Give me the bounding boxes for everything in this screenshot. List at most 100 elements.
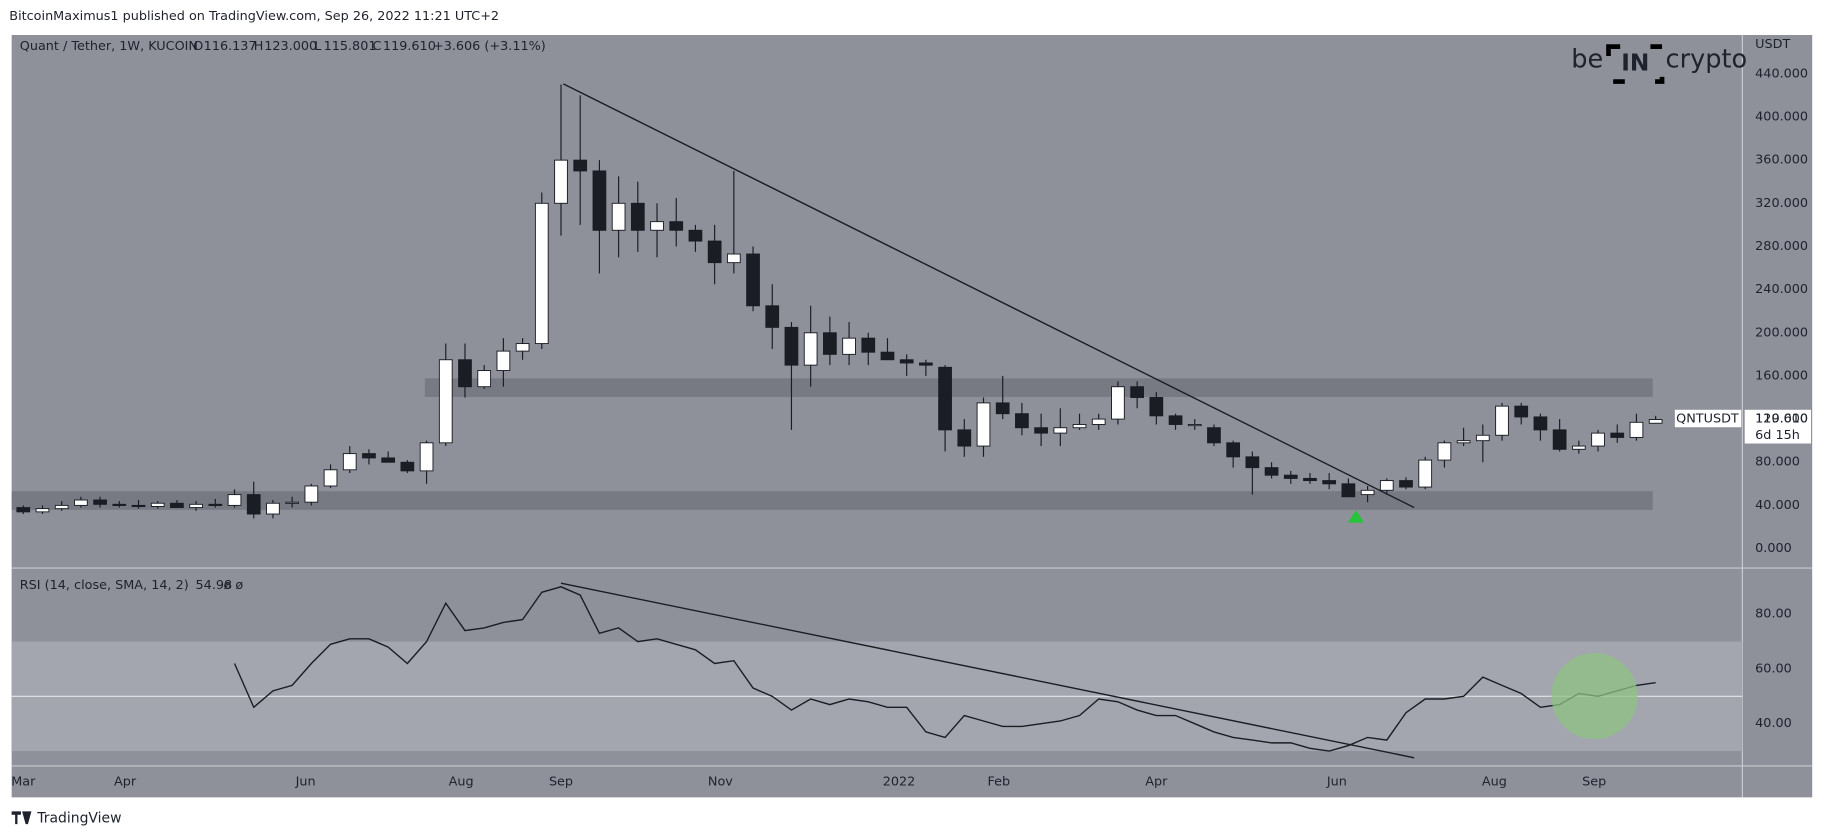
candle-body — [861, 337, 876, 353]
x-tick-label: Sep — [549, 775, 573, 790]
logo-right: crypto — [1666, 45, 1748, 75]
candle-body — [669, 221, 684, 231]
candle-body — [1207, 427, 1221, 444]
y-tick-label: 120.000 — [1755, 412, 1808, 427]
x-tick-label: Nov — [708, 775, 733, 790]
y-tick-label: 200.000 — [1755, 325, 1808, 340]
candle-body — [266, 502, 280, 515]
rsi-line — [233, 586, 1656, 752]
footer-logo — [11, 811, 32, 825]
candle-body — [803, 332, 818, 366]
currency: USDT — [1755, 37, 1790, 52]
header: BitcoinMaximus1 published on TradingView… — [9, 9, 499, 24]
candle-body — [458, 359, 472, 388]
candle-body — [304, 485, 319, 503]
ticker: QNTUSDT — [1676, 412, 1739, 427]
support-zone — [11, 491, 1653, 510]
candle-body — [150, 502, 165, 507]
resistance-zone — [424, 378, 1653, 397]
logo-left: be — [1571, 45, 1603, 75]
candle-body — [784, 326, 799, 366]
candle-body — [381, 457, 396, 463]
x-tick-label: Feb — [988, 775, 1011, 790]
candle-body — [1360, 489, 1375, 496]
x-tick-label: Sep — [1582, 775, 1606, 790]
rsi-legend-value: 54.98 — [196, 578, 233, 593]
candle-body — [1456, 440, 1471, 444]
last-price: 119.610 — [1755, 412, 1808, 427]
candle-body — [1226, 442, 1241, 458]
candle-body — [1571, 445, 1586, 450]
x-tick-label: Jun — [1326, 775, 1347, 790]
x-tick-label: Aug — [449, 775, 474, 790]
last-price-box — [1744, 409, 1812, 444]
candle-body — [362, 453, 376, 459]
candle-body — [1091, 418, 1106, 425]
y-tick-label: 440.000 — [1755, 66, 1808, 81]
legend-h: H — [254, 39, 264, 54]
legend-symbol: Quant / Tether, 1W, KUCOIN — [20, 39, 198, 54]
candle-body — [1418, 459, 1433, 488]
x-tick-label: Aug — [1482, 775, 1507, 790]
y-tick-label: 240.000 — [1755, 282, 1808, 297]
candle-body — [899, 359, 914, 364]
candle-body — [477, 370, 492, 388]
x-tick-label: Jun — [295, 775, 316, 790]
candle-body — [1475, 434, 1490, 442]
legend-close: 119.610 — [383, 39, 436, 54]
candle-body — [1072, 424, 1087, 429]
candle-body — [1168, 415, 1183, 425]
candle-body — [93, 499, 107, 505]
candle-body — [534, 202, 549, 345]
candle-body — [131, 504, 146, 508]
candle-body — [35, 508, 50, 513]
candle-body — [208, 503, 223, 506]
y-tick-label: 0.000 — [1755, 541, 1792, 556]
y-tick-label: 400.000 — [1755, 109, 1808, 124]
rsi-tick-label: 80.00 — [1755, 607, 1792, 622]
candle-body — [1610, 432, 1625, 438]
candle-body — [573, 159, 588, 172]
candle-body — [1245, 456, 1260, 469]
candle-body — [342, 453, 357, 471]
candle-body — [1591, 432, 1605, 447]
candle-body — [400, 461, 415, 472]
candle-body — [611, 202, 626, 231]
x-tick-label: Apr — [1145, 775, 1168, 790]
legend-high: 123.000 — [264, 39, 317, 54]
rsi-background — [11, 641, 1743, 752]
candle-body — [1514, 405, 1529, 418]
legend-change: +3.606 (+3.11%) — [433, 39, 546, 54]
candle-body — [995, 402, 1010, 415]
candle-body — [1303, 477, 1317, 482]
marks — [16, 84, 1663, 752]
candle-body — [54, 504, 69, 510]
candle-body — [1341, 483, 1356, 498]
footer: TradingView — [36, 810, 121, 826]
candle-body — [285, 501, 300, 504]
candle-body — [976, 402, 991, 447]
candle-body — [746, 253, 760, 307]
candle-body — [726, 253, 741, 264]
candle-body — [1149, 397, 1164, 417]
candle-body — [419, 442, 434, 472]
rsi-tick-label: 40.00 — [1755, 716, 1792, 731]
y-tick-label: 360.000 — [1755, 153, 1808, 168]
candle-body — [1053, 427, 1068, 434]
candle-body — [822, 332, 837, 355]
candle-body — [16, 507, 31, 513]
candle-body — [1495, 405, 1509, 436]
y-tick-label: 280.000 — [1755, 239, 1808, 254]
legend-o: O — [193, 39, 203, 54]
candle-body — [1629, 421, 1644, 438]
candle-body — [938, 366, 952, 431]
x-tick-label: Apr — [114, 775, 137, 790]
legend-open: 116.137 — [204, 39, 257, 54]
candle-body — [1111, 386, 1125, 420]
x-tick-label: Mar — [11, 775, 36, 790]
candle-body — [515, 343, 530, 352]
candle-body — [74, 499, 88, 506]
candle-body — [227, 494, 242, 506]
candle-body — [1648, 419, 1663, 424]
